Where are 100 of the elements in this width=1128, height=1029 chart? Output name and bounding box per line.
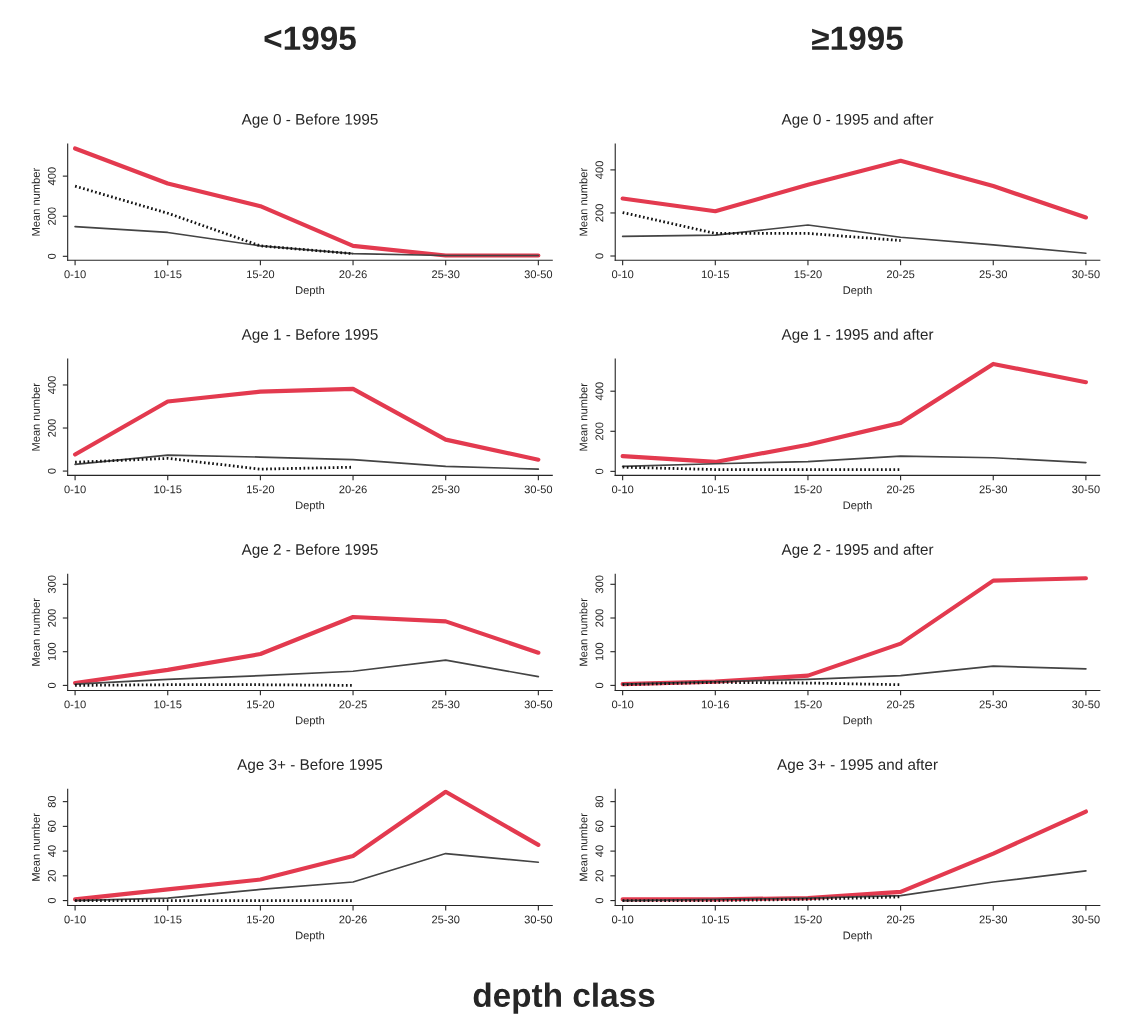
x-tick-label: 0-10 (611, 915, 634, 924)
chart-title: Age 0 - Before 1995 (241, 113, 378, 128)
y-tick-label: 40 (595, 845, 604, 858)
y-tick-label: 20 (595, 870, 604, 882)
y-tick-label: 400 (595, 161, 604, 179)
y-axis-title: Mean number (579, 598, 588, 666)
x-tick-label: 10-15 (701, 270, 730, 279)
x-tick-label: 15-20 (247, 485, 275, 494)
line-series (74, 852, 540, 902)
line-series (73, 789, 541, 902)
y-tick-label: 20 (47, 870, 56, 882)
x-tick-label: 10-15 (154, 700, 182, 709)
x-tick-label: 20-26 (339, 915, 367, 924)
x-tick-label: 25-30 (979, 485, 1008, 494)
line-series (620, 158, 1088, 220)
line-series (621, 455, 1087, 468)
y-tick-label: 400 (47, 376, 56, 394)
y-axis-title: Mean number (31, 813, 40, 881)
y-tick-label: 400 (595, 382, 604, 401)
y-tick-label: 0 (47, 468, 56, 474)
x-tick-label: 30-50 (524, 700, 553, 709)
y-tick-label: 200 (47, 609, 56, 627)
y-tick-label: 200 (47, 419, 56, 437)
x-tick-label: 20-25 (886, 270, 915, 279)
x-tick-label: 10-15 (154, 485, 182, 494)
x-axis-title: Depth (296, 501, 325, 512)
y-tick-label: 0 (595, 682, 604, 689)
x-tick-label: 25-30 (432, 700, 460, 709)
line-series (73, 614, 541, 686)
x-tick-label: 10-15 (701, 915, 730, 924)
x-tick-label: 20-25 (886, 485, 915, 494)
y-tick-label: 0 (47, 682, 56, 689)
text: ≥1995 (812, 26, 903, 51)
x-tick-label: 30-50 (524, 915, 553, 924)
x-tick-label: 30-50 (1072, 915, 1100, 924)
x-tick-label: 30-50 (524, 485, 553, 494)
x-tick-label: 15-20 (794, 270, 822, 279)
x-tick-label: 20-25 (886, 700, 915, 709)
y-tick-label: 80 (47, 795, 56, 808)
line-series (74, 659, 540, 685)
x-tick-label: 10-15 (154, 270, 182, 279)
y-tick-label: 0 (595, 253, 604, 259)
y-tick-label: 40 (47, 845, 56, 858)
x-tick-label: 15-20 (794, 700, 822, 709)
y-tick-label: 200 (595, 204, 604, 222)
x-tick-label: 15-20 (794, 915, 822, 924)
x-tick-label: 10-15 (701, 485, 730, 494)
x-tick-label: 20-25 (886, 915, 915, 924)
y-tick-label: 300 (47, 575, 56, 594)
line-series (74, 454, 540, 470)
x-axis-title: Depth (296, 931, 325, 942)
chart-title: Age 2 - Before 1995 (241, 543, 378, 558)
y-tick-label: 80 (595, 795, 604, 808)
x-tick-label: 10-16 (701, 700, 730, 709)
x-tick-label: 20-26 (339, 485, 367, 494)
x-axis-title: Depth (296, 716, 325, 727)
chart-title: Age 1 - Before 1995 (241, 328, 378, 343)
y-axis-title: Mean number (579, 813, 588, 881)
x-axis-title: Depth (843, 285, 872, 297)
y-tick-label: 60 (47, 820, 56, 832)
chart-title: Age 3+ - 1995 and after (777, 758, 938, 773)
x-tick-label: 30-50 (1072, 270, 1100, 279)
x-tick-label: 20-26 (339, 270, 367, 279)
x-tick-label: 30-50 (1072, 485, 1100, 494)
y-tick-label: 0 (47, 253, 56, 259)
y-tick-label: 200 (47, 207, 56, 225)
y-axis-title: Mean number (31, 168, 40, 236)
x-tick-label: 25-30 (979, 700, 1008, 709)
x-axis-title: Depth (843, 931, 872, 942)
line-series (621, 870, 1087, 902)
x-tick-label: 30-50 (524, 270, 553, 279)
x-axis-title: Depth (843, 716, 872, 727)
x-tick-label: 0-10 (64, 700, 86, 709)
x-tick-label: 25-30 (432, 270, 460, 279)
line-series (74, 225, 540, 257)
text: depth class (473, 982, 655, 1014)
x-tick-label: 15-20 (247, 700, 275, 709)
chart-title: Age 1 - 1995 and after (781, 328, 934, 343)
x-tick-label: 15-20 (794, 485, 822, 494)
y-tick-label: 100 (47, 642, 56, 661)
y-tick-label: 200 (595, 422, 604, 440)
text: <1995 (264, 26, 356, 51)
y-axis-title: Mean number (579, 168, 588, 236)
y-tick-label: 60 (595, 820, 604, 832)
y-tick-label: 0 (595, 468, 604, 475)
x-axis-title: Depth (843, 501, 872, 512)
x-tick-label: 25-30 (432, 915, 460, 924)
x-tick-label: 0-10 (611, 485, 634, 494)
line-series (73, 386, 541, 462)
chart-title: Age 2 - 1995 and after (781, 543, 934, 558)
x-tick-label: 0-10 (64, 485, 86, 494)
line-series (620, 361, 1088, 465)
y-tick-label: 400 (47, 167, 56, 186)
y-tick-label: 200 (595, 609, 604, 627)
x-tick-label: 0-10 (611, 700, 634, 709)
y-tick-label: 300 (595, 575, 604, 594)
line-series (621, 665, 1087, 685)
line-series (621, 224, 1087, 255)
x-tick-label: 20-25 (339, 700, 367, 709)
x-tick-label: 0-10 (64, 270, 86, 279)
